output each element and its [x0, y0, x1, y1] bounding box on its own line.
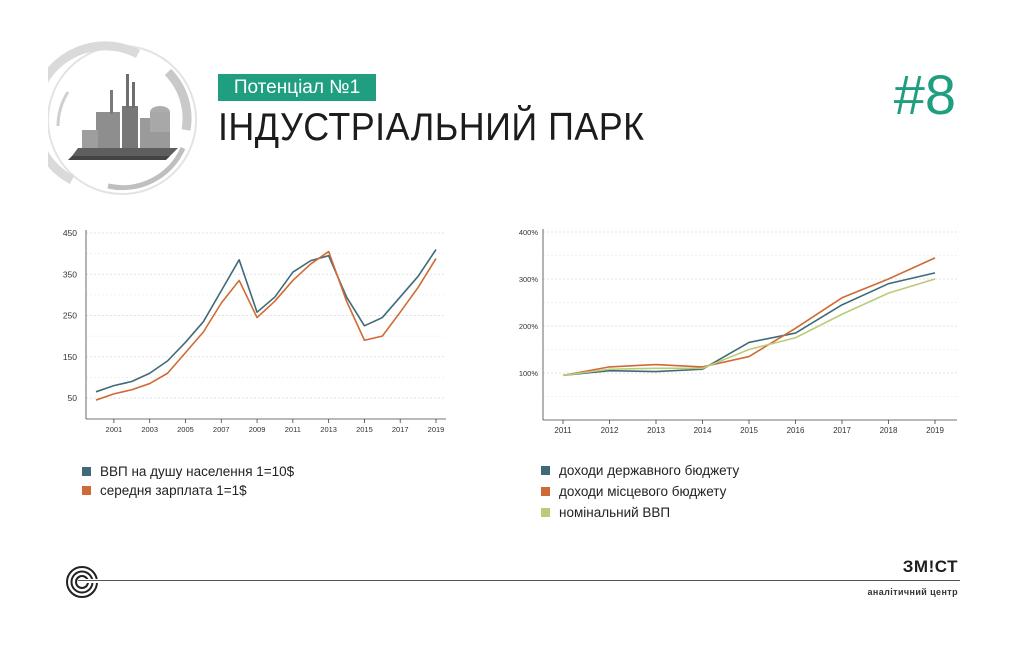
x-tick-label: 2013 — [320, 425, 337, 434]
x-tick-label: 2012 — [601, 426, 619, 435]
legend-swatch — [82, 486, 91, 495]
x-tick-label: 2005 — [177, 425, 194, 434]
brand-subtitle: аналітичний центр — [867, 587, 958, 597]
x-tick-label: 2013 — [647, 426, 665, 435]
legend-item: доходи державного бюджету — [541, 460, 739, 481]
x-tick-label: 2003 — [141, 425, 158, 434]
y-tick-label: 50 — [68, 393, 78, 403]
legend-swatch — [541, 487, 550, 496]
series-line — [562, 257, 936, 377]
series-line — [95, 249, 437, 393]
legend-swatch — [541, 508, 550, 517]
legend-item: номінальний ВВП — [541, 502, 739, 523]
series-line — [95, 250, 437, 401]
x-tick-label: 2019 — [428, 425, 445, 434]
x-tick-label: 2018 — [880, 426, 898, 435]
brand-name: ЗМ!СТ — [902, 557, 958, 576]
legend-swatch — [541, 466, 550, 475]
x-tick-label: 2015 — [356, 425, 373, 434]
legend-item: середня зарплата 1=1$ — [82, 481, 294, 500]
legend-label: доходи місцевого бюджету — [559, 484, 727, 499]
x-tick-label: 2001 — [106, 425, 123, 434]
section-tag: Потенціал №1 — [218, 74, 376, 101]
y-tick-label: 150 — [63, 352, 77, 362]
y-tick-label: 250 — [63, 311, 77, 321]
y-tick-label: 300% — [519, 275, 539, 284]
slide-number: #8 — [893, 63, 956, 126]
page-title: ІНДУСТРІАЛЬНИЙ ПАРК — [218, 106, 645, 149]
chart2-legend: доходи державного бюджету доходи місцево… — [541, 460, 739, 523]
x-tick-label: 2015 — [740, 426, 758, 435]
footer-divider — [78, 580, 960, 581]
legend-item: ВВП на душу населення 1=10$ — [82, 462, 294, 481]
legend-swatch — [82, 467, 91, 476]
y-tick-label: 450 — [63, 228, 77, 238]
legend-item: доходи місцевого бюджету — [541, 481, 739, 502]
legend-label: доходи державного бюджету — [559, 463, 740, 478]
chart1-legend: ВВП на душу населення 1=10$ середня зарп… — [82, 462, 294, 500]
x-tick-label: 2009 — [249, 425, 266, 434]
x-tick-label: 2014 — [694, 426, 712, 435]
series-line — [562, 272, 936, 377]
series-line — [562, 278, 936, 377]
x-tick-label: 2017 — [833, 426, 851, 435]
x-tick-label: 2017 — [392, 425, 409, 434]
industrial-park-logo — [29, 30, 208, 210]
x-tick-label: 2011 — [554, 426, 572, 435]
y-tick-label: 400% — [519, 228, 539, 237]
legend-label: номінальний ВВП — [559, 505, 671, 520]
y-tick-label: 100% — [519, 369, 539, 378]
legend-label: середня зарплата 1=1$ — [100, 483, 247, 498]
x-tick-label: 2019 — [926, 426, 944, 435]
y-tick-label: 200% — [519, 322, 539, 331]
x-tick-label: 2007 — [213, 425, 230, 434]
factory-emblem-icon — [29, 41, 197, 195]
x-tick-label: 2016 — [787, 426, 805, 435]
y-tick-label: 350 — [63, 269, 77, 279]
spiral-logo-icon — [66, 566, 99, 598]
legend-label: ВВП на душу населення 1=10$ — [100, 464, 295, 479]
x-tick-label: 2011 — [285, 425, 301, 434]
